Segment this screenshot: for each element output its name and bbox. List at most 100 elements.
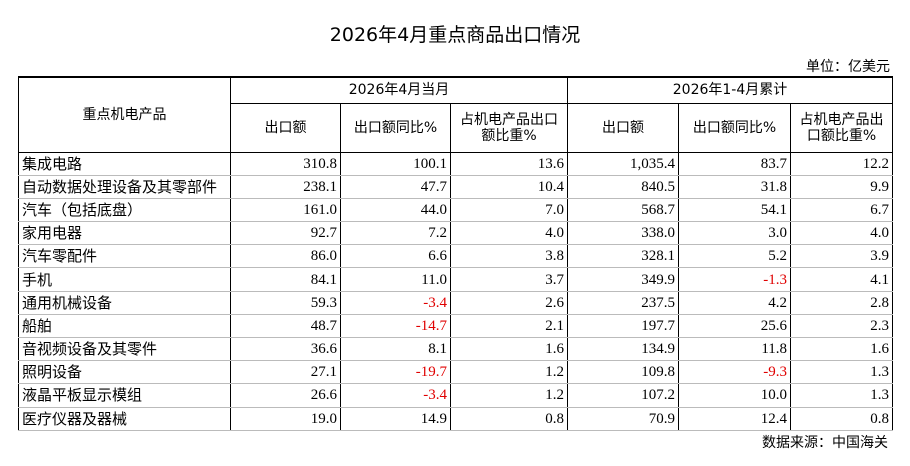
cell-value: 7.0 bbox=[449, 197, 569, 223]
cell-value: 4.2 bbox=[678, 290, 792, 315]
row-label: 液晶平板显示模组 bbox=[18, 383, 231, 408]
row-label: 手机 bbox=[18, 267, 231, 292]
table-row: 集成电路 310.8 100.1 13.6 1,035.4 83.7 12.2 bbox=[18, 151, 894, 176]
cell-value: 1.3 bbox=[790, 360, 894, 385]
cell-value: 48.7 bbox=[230, 313, 341, 339]
row-label: 汽车零配件 bbox=[18, 244, 231, 269]
cell-value: 36.6 bbox=[230, 336, 341, 362]
column-header: 出口额同比% bbox=[340, 102, 451, 153]
row-label: 音视频设备及其零件 bbox=[18, 336, 231, 362]
group-header: 2026年4月当月 bbox=[229, 76, 569, 104]
table-row: 照明设备 27.1 -19.7 1.2 109.8 -9.3 1.3 bbox=[18, 360, 894, 385]
cell-value: 9.9 bbox=[790, 174, 894, 199]
cell-value: 310.8 bbox=[230, 151, 341, 176]
cell-value: 2.1 bbox=[449, 313, 569, 339]
cell-value: 70.9 bbox=[567, 406, 680, 431]
row-label: 汽车（包括底盘） bbox=[18, 197, 231, 223]
table-row: 医疗仪器及器械 19.0 14.9 0.8 70.9 12.4 0.8 bbox=[18, 406, 894, 431]
table-row: 通用机械设备 59.3 -3.4 2.6 237.5 4.2 2.8 bbox=[18, 290, 894, 315]
cell-value: 237.5 bbox=[567, 290, 680, 315]
column-header: 占机电产品出口额比重% bbox=[449, 102, 569, 153]
table-row: 音视频设备及其零件 36.6 8.1 1.6 134.9 11.8 1.6 bbox=[18, 336, 894, 362]
cell-value: 1,035.4 bbox=[567, 151, 680, 176]
cell-value: 4.1 bbox=[790, 267, 894, 292]
cell-value: 59.3 bbox=[230, 290, 341, 315]
cell-value: 6.7 bbox=[790, 197, 894, 223]
cell-value: 13.6 bbox=[449, 151, 569, 176]
table-row: 液晶平板显示模组 26.6 -3.4 1.2 107.2 10.0 1.3 bbox=[18, 383, 894, 408]
cell-value: 7.2 bbox=[340, 221, 451, 246]
column-header: 占机电产品出口额比重% bbox=[790, 102, 894, 153]
cell-value: 44.0 bbox=[340, 197, 451, 223]
cell-value: -19.7 bbox=[340, 360, 451, 385]
cell-value: 1.2 bbox=[449, 360, 569, 385]
table-row: 自动数据处理设备及其零部件 238.1 47.7 10.4 840.5 31.8 9.9 bbox=[18, 174, 894, 199]
cell-value: 568.7 bbox=[567, 197, 680, 223]
cell-value: 19.0 bbox=[230, 406, 341, 431]
cell-value: 86.0 bbox=[230, 244, 341, 269]
cell-value: -9.3 bbox=[678, 360, 792, 385]
cell-value: 6.6 bbox=[340, 244, 451, 269]
cell-value: 1.6 bbox=[790, 336, 894, 362]
cell-value: 197.7 bbox=[567, 313, 680, 339]
cell-value: 92.7 bbox=[230, 221, 341, 246]
cell-value: 25.6 bbox=[678, 313, 792, 339]
cell-value: 161.0 bbox=[230, 197, 341, 223]
cell-value: 10.0 bbox=[678, 383, 792, 408]
cell-value: 349.9 bbox=[567, 267, 680, 292]
table-row: 船舶 48.7 -14.7 2.1 197.7 25.6 2.3 bbox=[18, 313, 894, 339]
table-row: 家用电器 92.7 7.2 4.0 338.0 3.0 4.0 bbox=[18, 221, 894, 246]
row-label: 医疗仪器及器械 bbox=[18, 406, 231, 431]
row-header: 重点机电产品 bbox=[18, 76, 231, 153]
cell-value: 1.6 bbox=[449, 336, 569, 362]
cell-value: 109.8 bbox=[567, 360, 680, 385]
cell-value: 328.1 bbox=[567, 244, 680, 269]
table-row: 手机 84.1 11.0 3.7 349.9 -1.3 4.1 bbox=[18, 267, 894, 292]
column-header: 出口额同比% bbox=[678, 102, 792, 153]
cell-value: 2.6 bbox=[449, 290, 569, 315]
cell-value: 134.9 bbox=[567, 336, 680, 362]
cell-value: 840.5 bbox=[567, 174, 680, 199]
cell-value: 84.1 bbox=[230, 267, 341, 292]
title: 2026年4月重点商品出口情况 bbox=[329, 24, 581, 46]
cell-value: 107.2 bbox=[567, 383, 680, 408]
cell-value: 47.7 bbox=[340, 174, 451, 199]
cell-value: 83.7 bbox=[678, 151, 792, 176]
cell-value: -3.4 bbox=[340, 383, 451, 408]
cell-value: 54.1 bbox=[678, 197, 792, 223]
unit: 单位：亿美元 bbox=[806, 59, 890, 75]
row-label: 船舶 bbox=[18, 313, 231, 339]
cell-value: 2.8 bbox=[790, 290, 894, 315]
cell-value: 4.0 bbox=[790, 221, 894, 246]
cell-value: 338.0 bbox=[567, 221, 680, 246]
row-label: 自动数据处理设备及其零部件 bbox=[18, 174, 231, 199]
source: 数据来源：中国海关 bbox=[762, 435, 888, 451]
table-row: 汽车（包括底盘） 161.0 44.0 7.0 568.7 54.1 6.7 bbox=[18, 197, 894, 223]
cell-value: 1.2 bbox=[449, 383, 569, 408]
cell-value: 0.8 bbox=[790, 406, 894, 431]
row-label: 集成电路 bbox=[18, 151, 231, 176]
cell-value: 27.1 bbox=[230, 360, 341, 385]
column-header: 出口额 bbox=[567, 102, 680, 153]
cell-value: -1.3 bbox=[678, 267, 792, 292]
cell-value: 11.0 bbox=[340, 267, 451, 292]
cell-value: 0.8 bbox=[449, 406, 569, 431]
row-label: 照明设备 bbox=[18, 360, 231, 385]
cell-value: 12.2 bbox=[790, 151, 894, 176]
cell-value: 3.0 bbox=[678, 221, 792, 246]
row-label: 通用机械设备 bbox=[18, 290, 231, 315]
cell-value: 11.8 bbox=[678, 336, 792, 362]
cell-value: 14.9 bbox=[340, 406, 451, 431]
cell-value: 3.9 bbox=[790, 244, 894, 269]
cell-value: 10.4 bbox=[449, 174, 569, 199]
cell-value: 238.1 bbox=[230, 174, 341, 199]
cell-value: 3.7 bbox=[449, 267, 569, 292]
cell-value: 4.0 bbox=[449, 221, 569, 246]
cell-value: 12.4 bbox=[678, 406, 792, 431]
table-row: 汽车零配件 86.0 6.6 3.8 328.1 5.2 3.9 bbox=[18, 244, 894, 269]
cell-value: 2.3 bbox=[790, 313, 894, 339]
data-table: 重点机电产品 2026年4月当月 2026年1-4月累计 出口额 出口额同比% 占机… bbox=[18, 76, 894, 431]
cell-value: 26.6 bbox=[230, 383, 341, 408]
cell-value: -14.7 bbox=[340, 313, 451, 339]
